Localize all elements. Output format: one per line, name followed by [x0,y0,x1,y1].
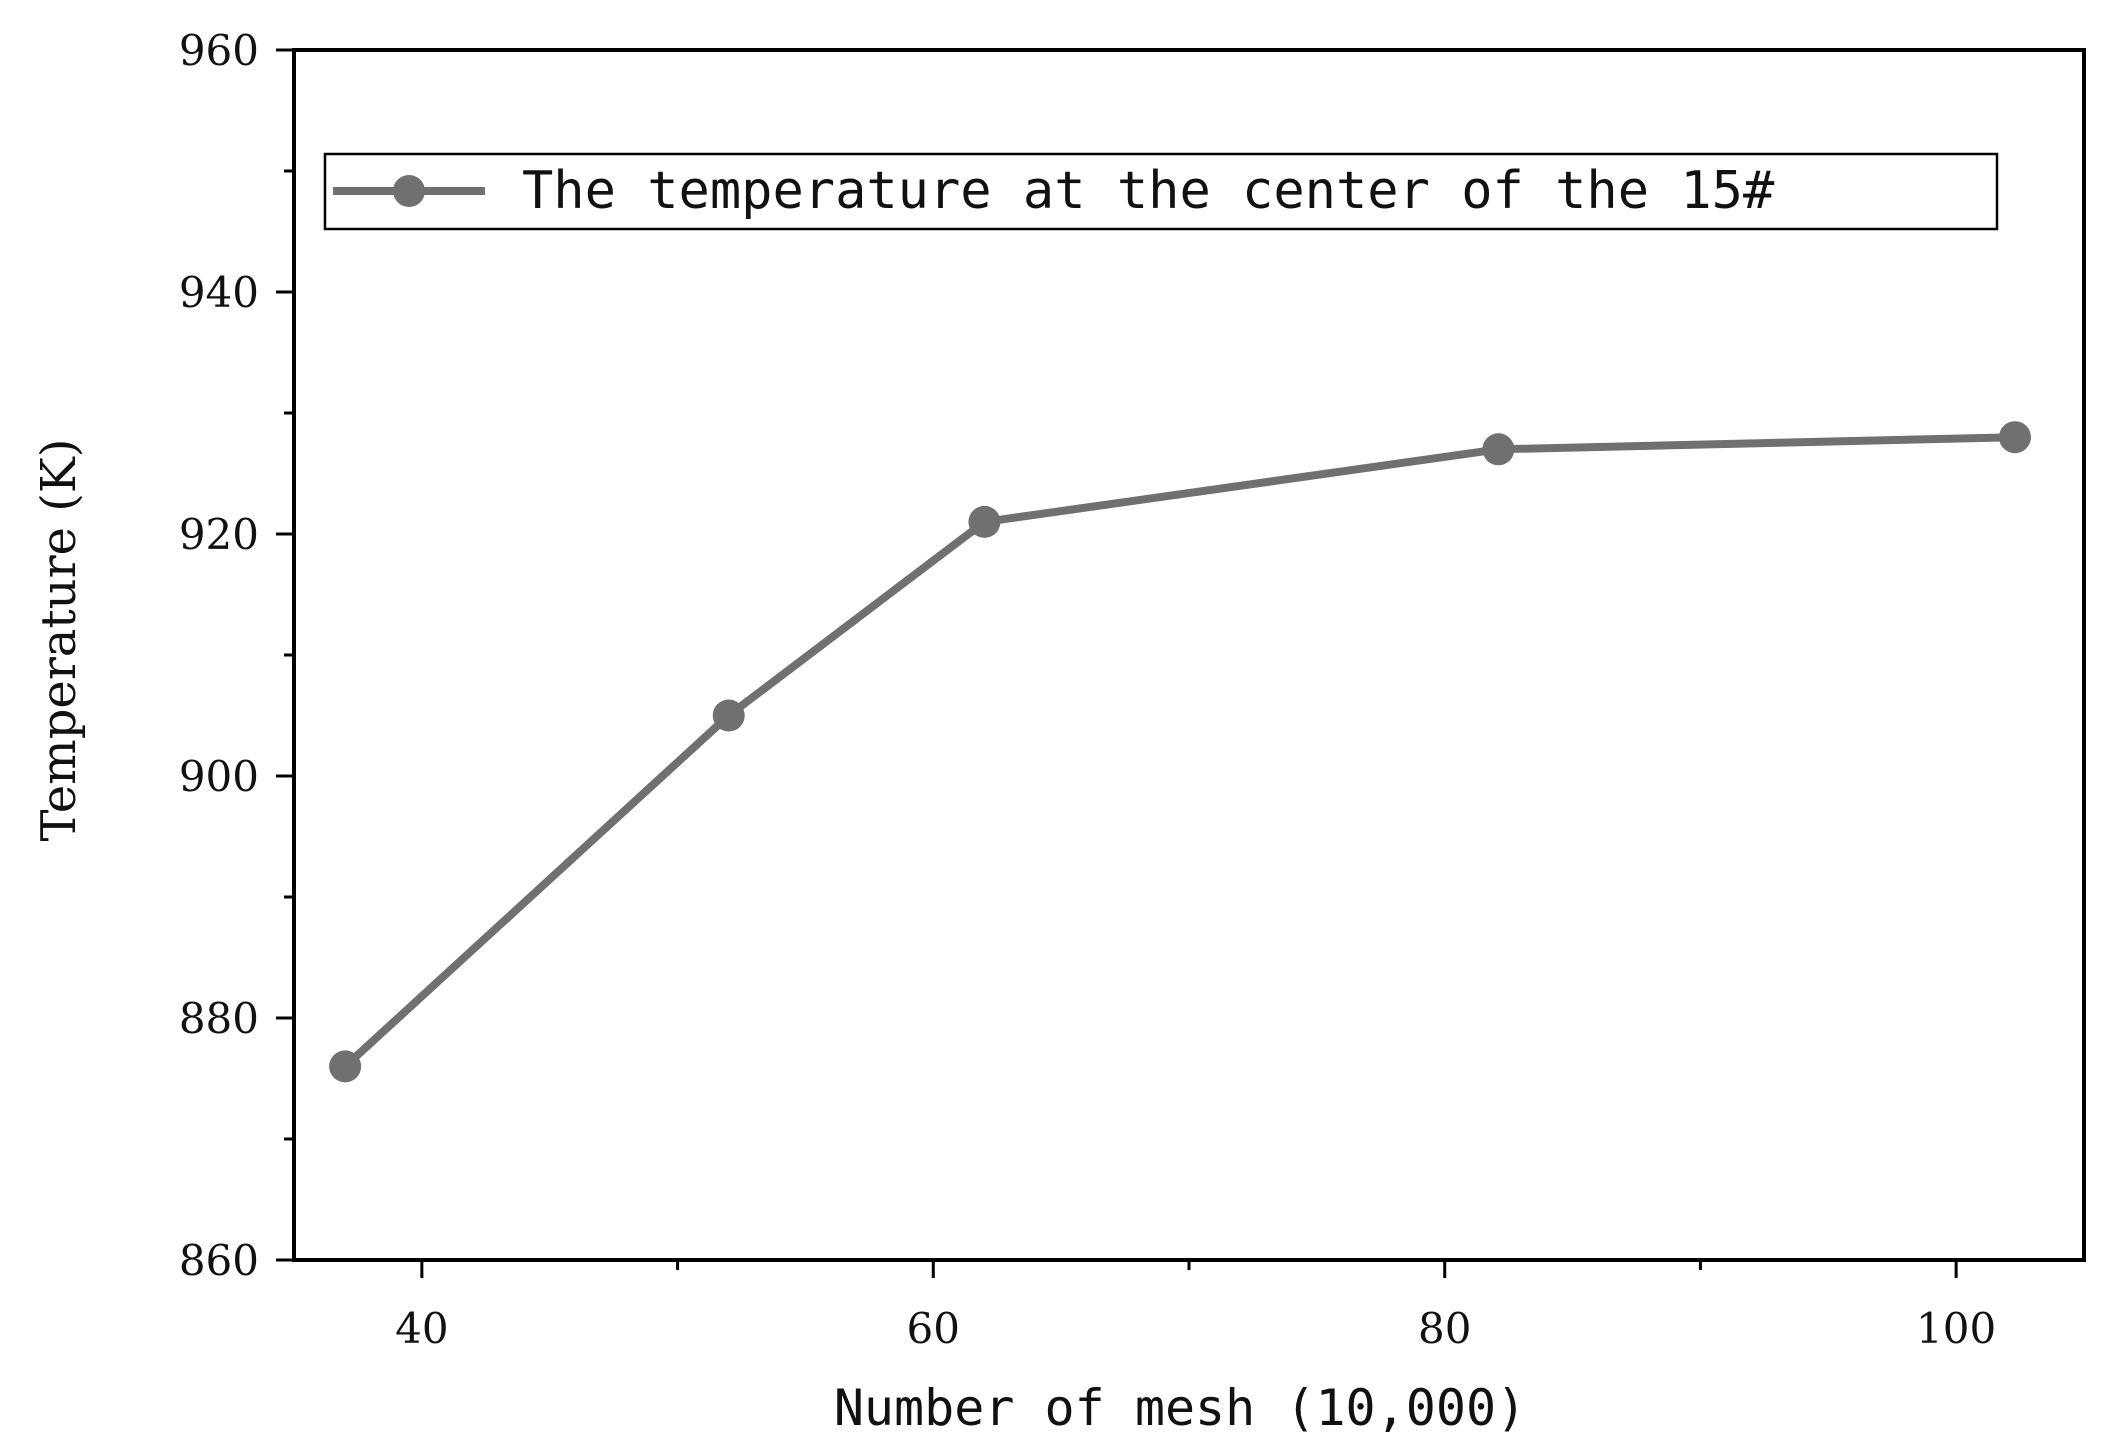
y-tick-label: 900 [179,752,259,801]
y-axis-ticks: 860 880 900 920 940 960 [179,26,294,1285]
x-tick-label: 80 [1418,1304,1471,1353]
data-point [1998,421,2031,454]
x-axis-ticks: 40 60 80 100 [395,1260,1996,1353]
legend-box [323,152,1999,231]
legend: The temperature at the center of the 15# [323,152,1999,231]
x-axis-title: Number of mesh (10,000) [834,1379,1526,1437]
series-line [342,433,2016,1070]
legend-label: The temperature at the center of the 15# [522,161,1775,221]
y-tick-label: 920 [179,510,259,559]
y-tick-label: 960 [179,26,259,75]
x-tick-label: 100 [1916,1304,1996,1353]
x-tick-label: 40 [395,1304,448,1353]
y-tick-label: 940 [179,268,259,317]
x-tick-label: 60 [907,1304,960,1353]
data-point [968,505,1001,538]
data-point [712,699,745,732]
y-tick-label: 880 [179,994,259,1043]
legend-point-marker [393,175,425,207]
y-tick-label: 860 [179,1236,259,1285]
data-point [1482,433,1515,466]
plot-frame [292,48,2086,1262]
data-point [329,1050,362,1083]
y-axis-title: Temperature (K) [31,438,87,841]
series-layer [329,421,2031,1083]
